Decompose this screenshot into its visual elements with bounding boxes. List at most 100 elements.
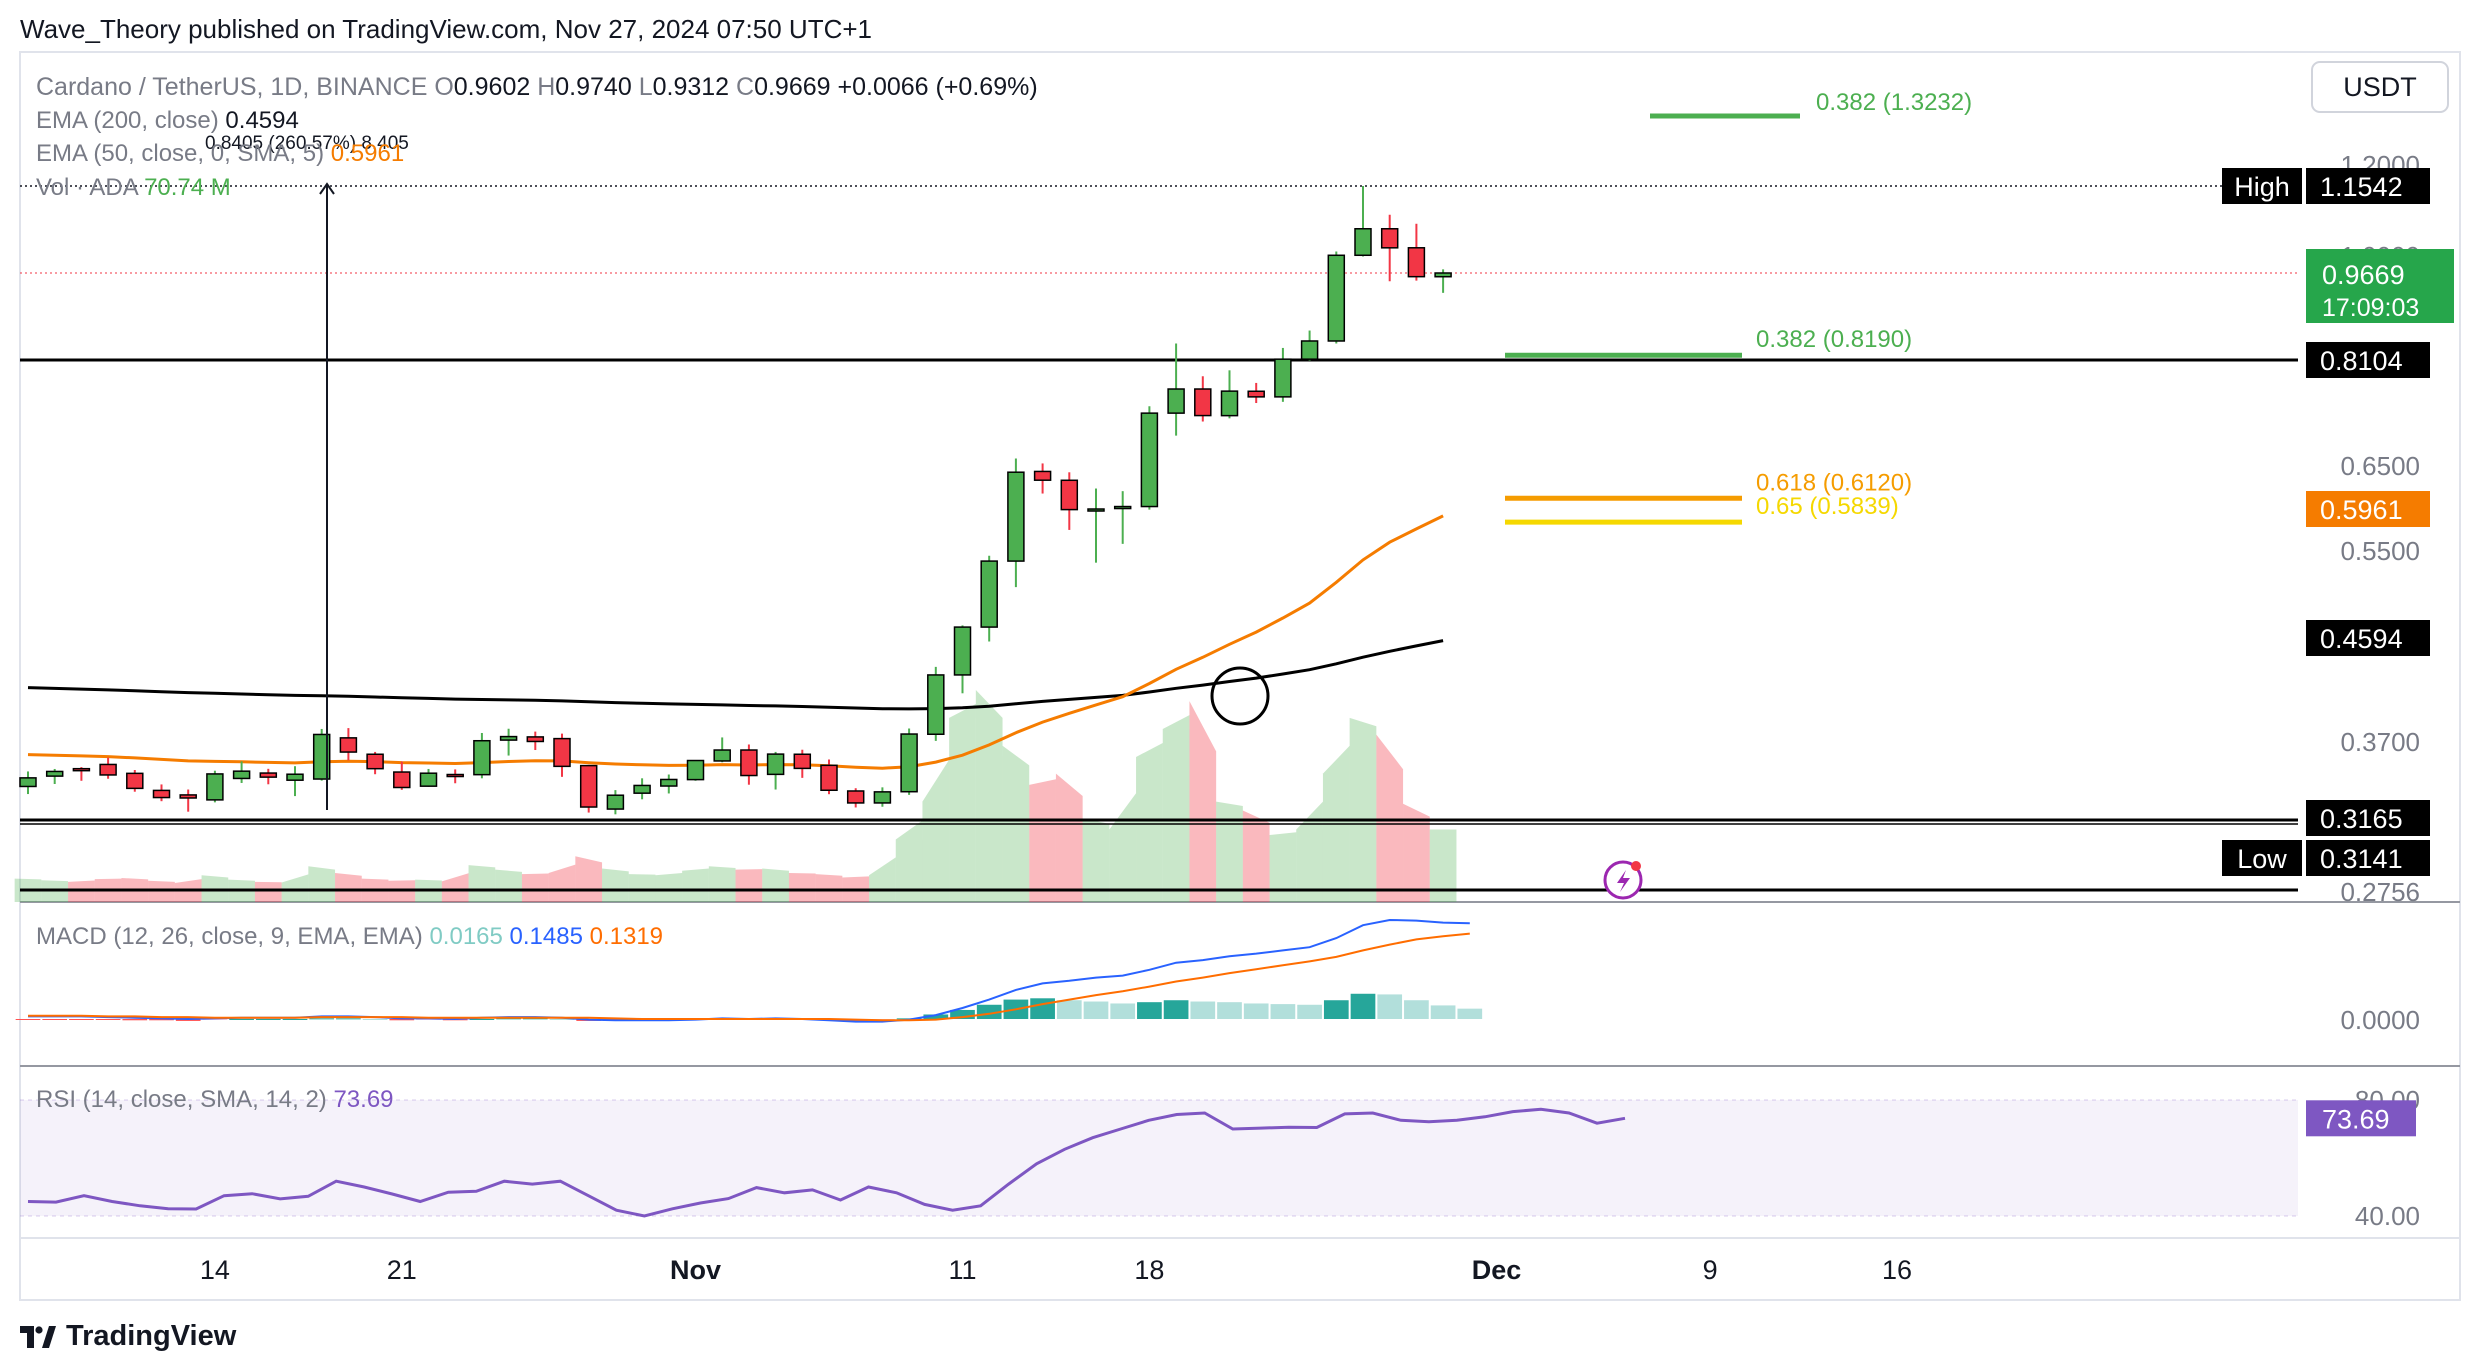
macd-hist-bar xyxy=(95,1019,121,1020)
candle-body xyxy=(286,773,304,781)
volume-value: 70.74 M xyxy=(144,174,231,201)
macd-hist-bar xyxy=(1243,1003,1269,1019)
time-axis-label: 21 xyxy=(387,1255,417,1285)
macd-hist-bar xyxy=(149,1019,174,1021)
chart-border xyxy=(19,51,2461,1301)
volume-bar xyxy=(1136,743,1163,902)
currency-label: USDT xyxy=(2343,72,2417,102)
volume-bar xyxy=(281,874,309,902)
price-badge-value: 0.8104 xyxy=(2320,346,2403,376)
horizontal-levels[interactable] xyxy=(20,185,2298,892)
candle-body xyxy=(232,770,251,780)
candle-body xyxy=(686,759,705,781)
volume-bar xyxy=(682,868,709,902)
price-tick-label: 0.5500 xyxy=(2340,536,2420,566)
volume-bar xyxy=(762,868,789,902)
volume-bar xyxy=(1216,801,1243,902)
macd-hist-bar xyxy=(950,1009,975,1019)
close-label: C xyxy=(736,73,754,101)
volume-bar xyxy=(1269,832,1297,902)
volume-bar xyxy=(548,864,576,902)
candle-body xyxy=(633,784,651,794)
time-axis-label: 16 xyxy=(1882,1255,1912,1285)
candle-body xyxy=(1194,388,1212,417)
fib-label: 0.382 (1.3232) xyxy=(1816,89,1972,116)
candle-body xyxy=(793,753,812,770)
macd-hist-bar xyxy=(1056,1000,1082,1019)
volume-bar xyxy=(735,869,763,902)
macd-value: 0.1485 xyxy=(510,923,590,950)
macd-hist-bar xyxy=(416,1019,441,1020)
candle-body xyxy=(19,777,37,788)
macd-hist-bar xyxy=(1323,1000,1349,1019)
volume-bar xyxy=(1082,818,1110,902)
measure-label: 0.8405 (260.57%) 8,405 xyxy=(205,133,409,154)
candle-body xyxy=(206,773,224,801)
price-badge-value: 0.3141 xyxy=(2320,844,2403,874)
macd-hist-bar xyxy=(1350,993,1376,1019)
candle-body xyxy=(499,735,518,741)
candle-body xyxy=(393,771,411,789)
volume-bar xyxy=(1403,803,1430,902)
volume-bar xyxy=(254,881,282,902)
tradingview-logo[interactable]: TradingView xyxy=(20,1320,236,1353)
candle-body xyxy=(1087,508,1105,512)
macd-hist-bar xyxy=(255,1019,281,1020)
volume-bar xyxy=(628,874,656,902)
time-axis-label: 9 xyxy=(1703,1255,1718,1285)
last-price-badge xyxy=(2306,249,2454,323)
volume-bar xyxy=(1055,773,1083,902)
macd-legend: MACD (12, 26, close, 9, EMA, EMA) 0.0165… xyxy=(36,923,663,950)
macd-hist-bar xyxy=(923,1014,949,1019)
candle-body xyxy=(927,674,945,736)
macd-hist-bar xyxy=(1404,1000,1429,1019)
tradingview-logo-icon xyxy=(20,1325,56,1348)
candle-body xyxy=(1140,412,1159,508)
fib-levels[interactable]: 0.382 (1.3232) 0.382 (0.8190) 0.618 (0.612… xyxy=(1505,89,1972,525)
low-value: 0.9312 xyxy=(653,73,736,101)
change-value: +0.0066 (+0.69%) xyxy=(838,73,1038,101)
annotations[interactable]: 0.8405 (260.57%) 8,405 xyxy=(205,133,1643,900)
macd-hist-value: 0.0165 xyxy=(429,923,509,950)
countdown-timer: 17:09:03 xyxy=(2322,294,2419,322)
time-axis-label: 11 xyxy=(948,1255,976,1285)
macd-hist-bar xyxy=(202,1019,228,1020)
publisher-attribution: Wave_Theory published on TradingView.com… xyxy=(20,14,872,44)
candle-body xyxy=(179,794,197,799)
price-axis[interactable]: 1.20001.00000.65000.55000.37000.2756USDT… xyxy=(200,61,2454,1285)
macd-hist-bar xyxy=(42,1019,68,1020)
fib-label: 0.382 (0.8190) xyxy=(1756,326,1912,353)
fib-label: 0.618 (0.6120) xyxy=(1756,469,1912,496)
macd-hist-bar xyxy=(1083,1001,1109,1019)
time-axis-label: 18 xyxy=(1134,1255,1164,1285)
volume-bar xyxy=(708,866,736,902)
price-tick-label: 0.3700 xyxy=(2340,727,2420,757)
macd-axis-tick: 0.0000 xyxy=(2340,1005,2420,1035)
volume-bar xyxy=(975,690,1003,902)
volume-bar xyxy=(441,873,469,902)
macd-hist-bar xyxy=(389,1019,415,1021)
rsi-axis-tick: 40.00 xyxy=(2355,1201,2420,1231)
candle-body xyxy=(1380,228,1399,249)
price-badge xyxy=(2306,168,2430,204)
macd-hist-bar xyxy=(469,1019,495,1020)
candle-body xyxy=(419,772,438,787)
macd-hist-bar xyxy=(1110,1003,1136,1019)
price-tick-label: 0.6500 xyxy=(2340,451,2420,481)
macd-hist-bar xyxy=(549,1019,575,1020)
volume-bar xyxy=(949,703,976,902)
candle-body xyxy=(766,753,785,776)
macd-hist-bar xyxy=(1217,1002,1242,1019)
candle-body xyxy=(99,763,117,776)
candle-body xyxy=(446,773,464,778)
crossover-circle xyxy=(1210,666,1270,726)
candle-body xyxy=(1220,390,1239,417)
candle-body xyxy=(1327,254,1346,342)
ema50-value: 0.5961 xyxy=(331,140,404,167)
symbol-legend: Cardano / TetherUS, 1D, BINANCE O0.9602 … xyxy=(36,73,1038,101)
time-axis-label: Dec xyxy=(1472,1255,1522,1285)
ema200-line xyxy=(27,639,1444,711)
candle-body xyxy=(526,736,545,743)
price-badge-label-box xyxy=(2222,168,2302,204)
